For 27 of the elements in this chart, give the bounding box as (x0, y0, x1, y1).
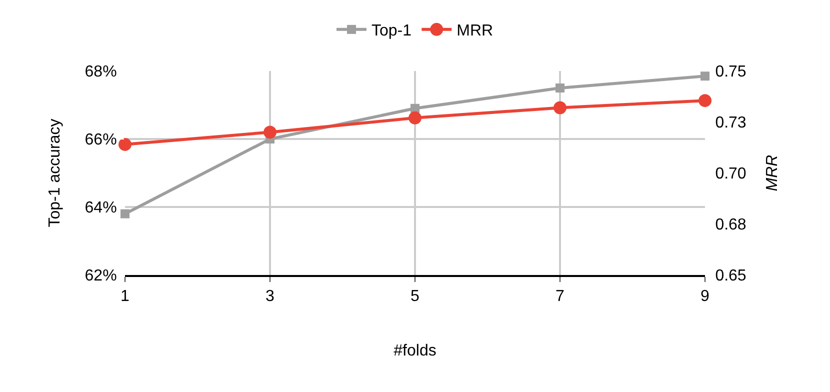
point (698, 94, 712, 108)
x-tick-label: 3 (266, 288, 275, 306)
y2-tick-label: 0.70 (715, 166, 746, 183)
point (408, 111, 422, 124)
x-tick-label: 1 (120, 288, 130, 306)
legend-label: Top-1 (372, 22, 412, 40)
y2-tick-label: 0.73 (715, 114, 746, 132)
x-tick-label: 5 (410, 288, 420, 306)
point (120, 209, 130, 218)
point (556, 84, 564, 92)
y2-tick-label: 0.68 (715, 216, 746, 234)
point (118, 138, 132, 151)
x-tick-label: 9 (700, 288, 710, 306)
point (554, 101, 566, 114)
y-tick-label: 68% (84, 64, 117, 81)
y2-tick-label: 0.65 (715, 268, 746, 285)
point (700, 72, 710, 81)
y2-axis-title: MRR (764, 154, 782, 192)
y-axis-title: Top-1 accuracy (46, 118, 64, 228)
y-tick-label: 62% (84, 268, 117, 285)
y2-tick-label: 0.75 (715, 64, 746, 81)
point (264, 126, 276, 139)
y-tick-label: 64% (84, 200, 117, 217)
legend-label: MRR (456, 22, 494, 40)
x-axis-title: #folds (394, 342, 436, 360)
x-tick-label: 7 (556, 288, 565, 306)
y-tick-label: 66% (84, 132, 117, 149)
